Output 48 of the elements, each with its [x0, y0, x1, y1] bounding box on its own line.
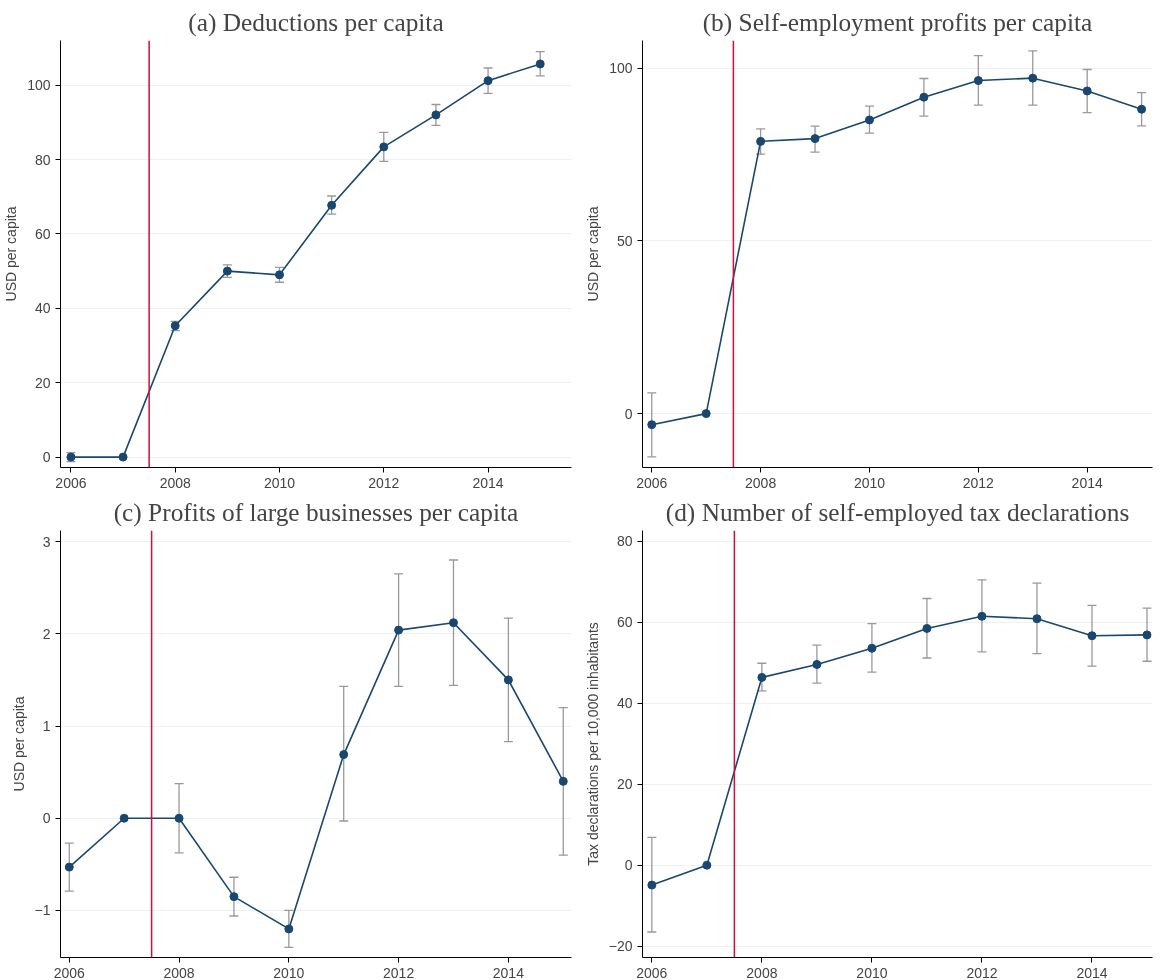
y-axis-title: USD per capita [10, 696, 27, 792]
y-tick-label: 100 [27, 77, 51, 94]
y-tick-label: 0 [624, 405, 633, 422]
y-axis-title: Tax declarations per 10,000 inhabitants [584, 622, 601, 866]
x-tick-label: 2012 [962, 474, 995, 491]
y-tick-label: −1 [34, 902, 51, 919]
y-tick-label: 1 [42, 718, 51, 735]
y-tick-label: 20 [34, 374, 51, 391]
y-tick-label: 100 [609, 60, 633, 77]
y-tick-label: 2 [42, 625, 51, 642]
y-tick-label: 60 [616, 614, 633, 631]
y-tick-label: 60 [34, 225, 51, 242]
y-axis-title: USD per capita [585, 206, 602, 302]
chart-title: (c) Profits of large businesses per capita [113, 497, 519, 527]
x-tick-label: 2012 [966, 964, 998, 980]
y-tick-label: 0 [42, 810, 51, 827]
x-tick-label: 2008 [163, 964, 195, 980]
x-tick-label: 2010 [853, 474, 886, 491]
x-tick-label: 2010 [273, 964, 305, 980]
y-tick-label: 3 [42, 533, 51, 550]
y-tick-label: 40 [616, 695, 633, 712]
y-tick-label: 80 [616, 533, 633, 550]
x-tick-label: 2006 [636, 474, 668, 491]
y-tick-label: 80 [34, 151, 51, 168]
y-tick-label: 0 [624, 857, 633, 874]
x-tick-label: 2006 [636, 964, 668, 980]
x-tick-label: 2006 [53, 964, 86, 980]
x-tick-label: 2010 [263, 474, 296, 491]
x-tick-label: 2014 [492, 964, 525, 980]
x-tick-label: 2014 [472, 474, 504, 491]
chart-title: (b) Self-employment profits per capita [702, 7, 1093, 37]
x-tick-label: 2006 [55, 474, 87, 491]
chart-title: (d) Number of self-employed tax declarations [665, 497, 1130, 527]
x-tick-label: 2008 [745, 474, 777, 491]
y-tick-label: 50 [616, 232, 633, 249]
y-axis-title: USD per capita [3, 206, 20, 302]
y-tick-label: 0 [42, 449, 51, 466]
x-tick-label: 2014 [1071, 474, 1103, 491]
y-tick-label: 20 [616, 776, 633, 793]
y-tick-label: 40 [34, 300, 51, 317]
x-tick-label: 2012 [368, 474, 400, 491]
x-tick-label: 2008 [746, 964, 778, 980]
chart-title: (a) Deductions per capita [188, 7, 444, 37]
x-tick-label: 2012 [383, 964, 415, 980]
x-tick-label: 2008 [159, 474, 191, 491]
y-tick-label: −20 [608, 938, 633, 955]
x-tick-label: 2010 [856, 964, 888, 980]
x-tick-label: 2014 [1076, 964, 1108, 980]
